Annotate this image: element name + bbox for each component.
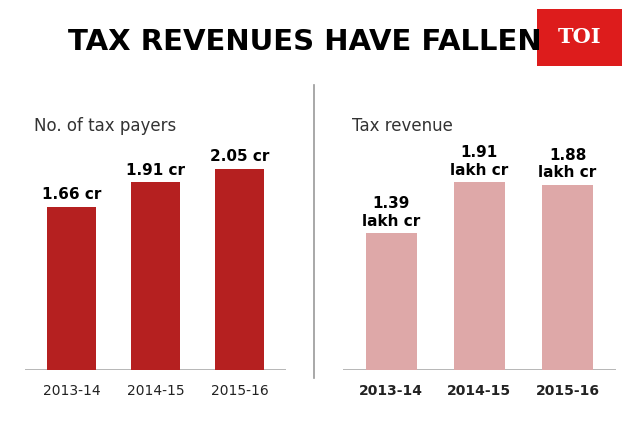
Bar: [47, 207, 96, 370]
Text: 1.66 cr: 1.66 cr: [42, 187, 101, 202]
Bar: [366, 233, 417, 370]
Text: No. of tax payers: No. of tax payers: [34, 117, 176, 135]
Text: 2014-15: 2014-15: [127, 385, 184, 399]
Text: 2.05 cr: 2.05 cr: [210, 149, 269, 164]
FancyBboxPatch shape: [534, 7, 625, 68]
Text: 2013-14: 2013-14: [43, 385, 100, 399]
Text: Tax revenue: Tax revenue: [352, 117, 453, 135]
Text: TOI: TOI: [558, 27, 601, 47]
Text: 1.39
lakh cr: 1.39 lakh cr: [362, 196, 420, 229]
Bar: [131, 182, 180, 370]
Bar: [215, 169, 264, 370]
Text: 1.91
lakh cr: 1.91 lakh cr: [450, 145, 509, 178]
Text: 2013-14: 2013-14: [359, 385, 424, 399]
Text: 2015-16: 2015-16: [535, 385, 599, 399]
Text: 1.91 cr: 1.91 cr: [126, 162, 185, 178]
Bar: [542, 185, 593, 370]
Text: TAX REVENUES HAVE FALLEN: TAX REVENUES HAVE FALLEN: [68, 28, 542, 56]
Text: 1.88
lakh cr: 1.88 lakh cr: [538, 148, 597, 181]
Text: 2015-16: 2015-16: [211, 385, 269, 399]
Text: 2014-15: 2014-15: [448, 385, 511, 399]
Bar: [454, 182, 505, 370]
